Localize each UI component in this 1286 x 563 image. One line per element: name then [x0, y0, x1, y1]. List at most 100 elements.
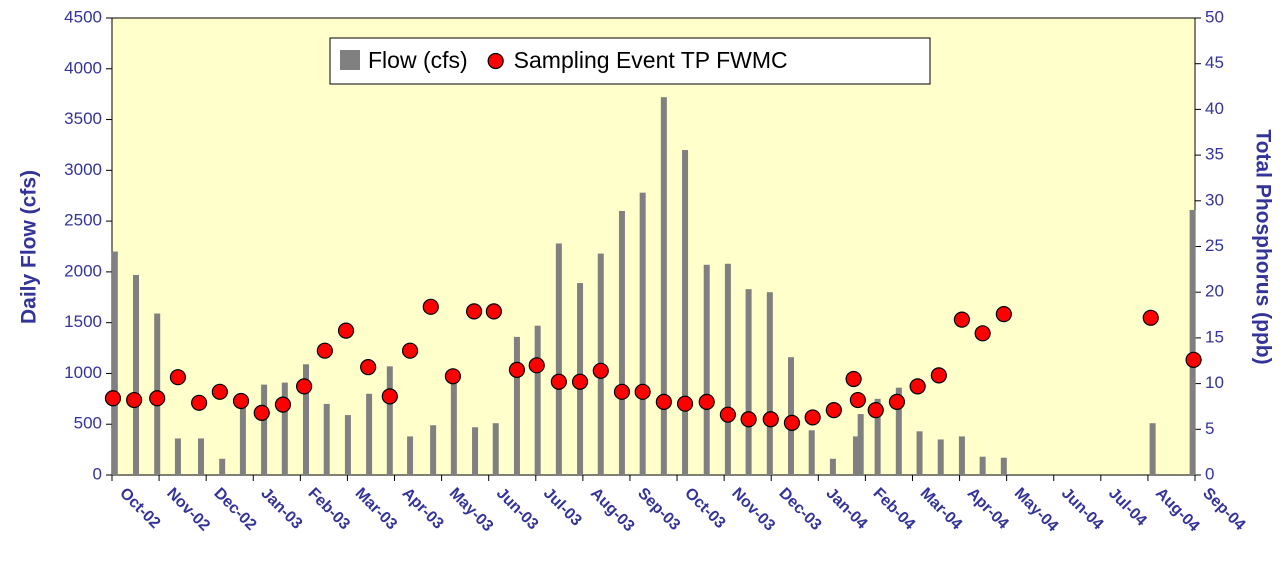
point: [719, 406, 736, 423]
y-tick-label: 4500: [64, 7, 102, 26]
point: [253, 404, 270, 421]
bar: [344, 415, 351, 475]
point: [953, 311, 971, 328]
x-tick-label: Sep-04: [1199, 485, 1248, 534]
point: [465, 303, 483, 320]
bar: [197, 438, 204, 475]
x-tick-label: Feb-03: [305, 485, 354, 534]
point: [232, 392, 250, 410]
bar: [958, 436, 965, 475]
point: [849, 391, 866, 409]
x-tick-label: Jun-03: [493, 485, 542, 534]
point: [274, 396, 292, 413]
y2-tick-label: 0: [1205, 464, 1214, 483]
x-tick-label: Jul-03: [540, 485, 585, 530]
bar: [852, 436, 859, 475]
point: [508, 361, 526, 378]
bar: [133, 274, 140, 475]
point: [655, 393, 672, 410]
point: [974, 325, 991, 342]
bar: [808, 430, 815, 475]
bar: [450, 373, 457, 475]
point: [126, 391, 143, 409]
x-tick-label: Feb-04: [870, 485, 919, 534]
x-tick-label: Apr-04: [964, 485, 1012, 533]
y-tick-label: 4000: [64, 58, 102, 77]
bar: [618, 210, 625, 475]
x-tick-label: Jun-04: [1058, 485, 1107, 534]
point: [676, 395, 694, 412]
bar: [366, 393, 373, 475]
point: [149, 390, 166, 407]
y-tick-label: 500: [74, 414, 102, 433]
point: [381, 388, 398, 405]
legend-swatch: [340, 50, 360, 70]
bar: [1149, 423, 1156, 475]
legend-label: Sampling Event TP FWMC: [514, 47, 788, 73]
legend-label: Flow (cfs): [368, 47, 468, 73]
plot-area: [111, 17, 1196, 476]
bar: [829, 458, 836, 475]
x-tick-label: Aug-03: [587, 485, 637, 535]
bar: [555, 243, 562, 475]
y-tick-label: 1000: [64, 363, 102, 382]
point: [698, 393, 715, 410]
point: [316, 342, 333, 359]
point: [634, 383, 651, 400]
point: [909, 378, 926, 395]
y2-tick-label: 10: [1205, 373, 1224, 392]
bar: [302, 364, 309, 475]
bar: [874, 398, 881, 475]
point: [550, 373, 567, 390]
y-tick-label: 2000: [64, 261, 102, 280]
point: [191, 394, 208, 411]
bar: [534, 325, 541, 475]
bar: [430, 425, 437, 475]
point: [104, 390, 122, 407]
bar: [407, 436, 414, 475]
bar: [916, 431, 923, 475]
x-tick-label: Dec-03: [775, 485, 824, 534]
bar: [639, 192, 646, 476]
y2-tick-label: 40: [1205, 99, 1224, 118]
x-tick-label: Oct-03: [681, 485, 728, 532]
y-tick-label: 0: [93, 464, 102, 483]
point: [296, 378, 313, 395]
x-tick-label: Dec-02: [210, 485, 259, 534]
y-tick-label: 2500: [64, 211, 102, 230]
bar: [492, 423, 499, 475]
point: [1185, 351, 1202, 368]
bar: [1000, 457, 1007, 475]
y-tick-label: 3500: [64, 109, 102, 128]
bar: [979, 456, 986, 475]
bar: [239, 403, 246, 475]
x-tick-label: Mar-03: [352, 485, 401, 534]
bar: [766, 292, 773, 475]
bar: [724, 263, 731, 475]
y2-tick-label: 35: [1205, 145, 1224, 164]
bar: [745, 289, 752, 475]
bar: [682, 150, 689, 475]
point: [485, 303, 502, 320]
point: [422, 298, 439, 315]
point: [337, 322, 355, 339]
y-tick-label: 3000: [64, 160, 102, 179]
bar: [111, 251, 118, 475]
point: [995, 306, 1012, 323]
point: [528, 357, 545, 374]
y-axis-title: Daily Flow (cfs): [18, 170, 41, 324]
y-tick-label: 1500: [64, 312, 102, 331]
bar: [386, 366, 393, 475]
y2-tick-label: 50: [1205, 7, 1224, 26]
bar: [895, 387, 902, 475]
point: [571, 373, 589, 390]
point: [740, 411, 757, 428]
y2-tick-label: 45: [1205, 53, 1224, 72]
point: [825, 402, 842, 419]
point: [804, 409, 821, 426]
legend-box: [329, 37, 931, 85]
x-tick-label: Aug-04: [1152, 485, 1202, 535]
y2-tick-label: 30: [1205, 190, 1224, 209]
bar: [660, 97, 667, 476]
